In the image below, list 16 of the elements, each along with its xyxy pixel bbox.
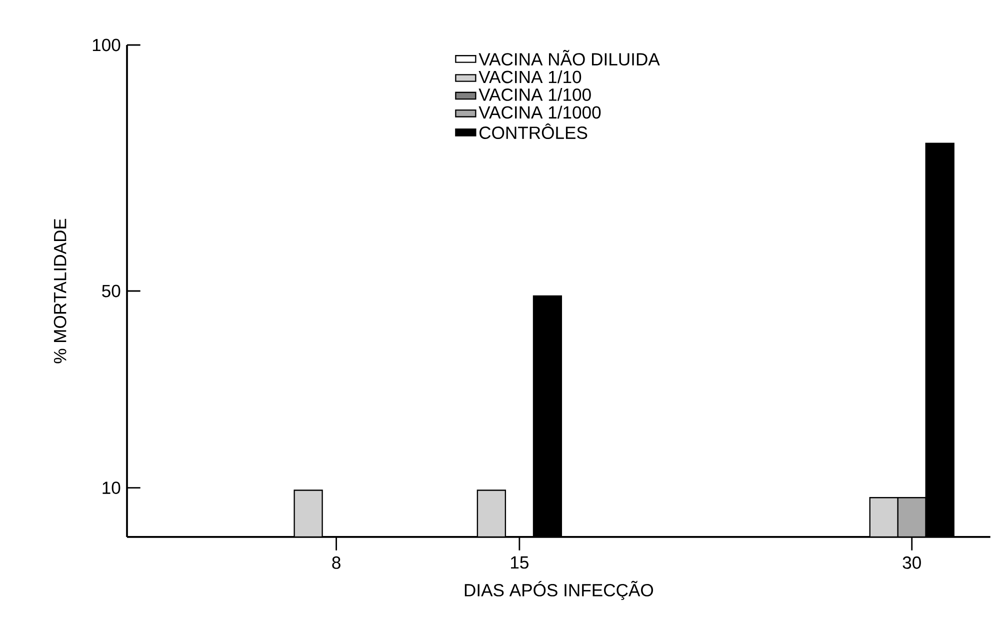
- y-axis-title: % MORTALIDADE: [54, 218, 66, 364]
- y-tick-label: 100: [92, 38, 120, 52]
- legend-label: VACINA 1/1000: [478, 106, 601, 119]
- x-tick-label: 8: [332, 556, 340, 569]
- legend-label: VACINA NÃO DILUIDA: [478, 50, 660, 66]
- x-axis-title: DIAS APÓS INFECÇÃO: [464, 580, 654, 600]
- legend-label: VACINA 1/100: [478, 88, 591, 101]
- x-tick-label: 15: [511, 556, 528, 569]
- bar: [869, 497, 898, 537]
- bar: [476, 490, 506, 537]
- legend-label: CONTRÔLES: [480, 123, 588, 139]
- legend-label: VACINA 1/10: [478, 70, 582, 84]
- y-tick-label: 10: [102, 482, 120, 494]
- y-tick-label: 50: [102, 284, 120, 298]
- x-tick-label: 30: [902, 556, 921, 569]
- bar: [294, 490, 323, 537]
